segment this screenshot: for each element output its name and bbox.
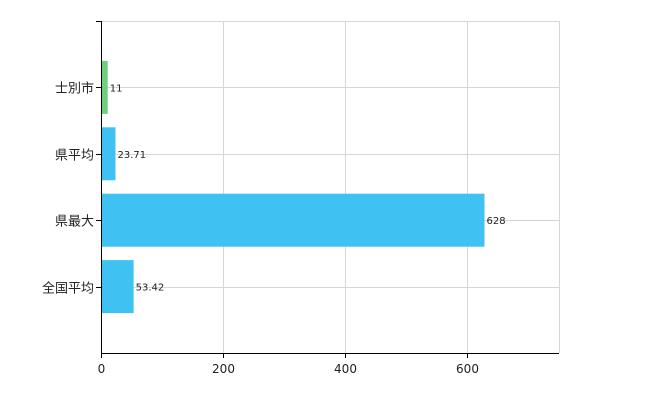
y-tick-label: 全国平均 <box>42 281 94 297</box>
x-tick-label: 200 <box>212 362 235 376</box>
bar[interactable] <box>101 127 116 181</box>
value-labels: 11 23.71 628 53.42 <box>110 83 506 293</box>
bars <box>101 60 485 314</box>
y-tick-label: 県平均 <box>55 149 94 164</box>
data-label: 23.71 <box>117 150 146 161</box>
data-label: 628 <box>486 216 505 227</box>
y-tick-label: 士別市 <box>55 81 94 97</box>
x-tick-label: 0 <box>98 362 106 376</box>
bar[interactable] <box>101 193 485 247</box>
y-tick-label: 県最大 <box>55 215 94 230</box>
x-tick-label: 400 <box>334 362 357 376</box>
bar[interactable] <box>101 260 134 314</box>
grid <box>101 21 560 353</box>
bar[interactable] <box>101 60 108 114</box>
data-label: 11 <box>110 83 123 94</box>
x-tick-label: 600 <box>456 362 479 376</box>
data-label: 53.42 <box>136 283 165 294</box>
